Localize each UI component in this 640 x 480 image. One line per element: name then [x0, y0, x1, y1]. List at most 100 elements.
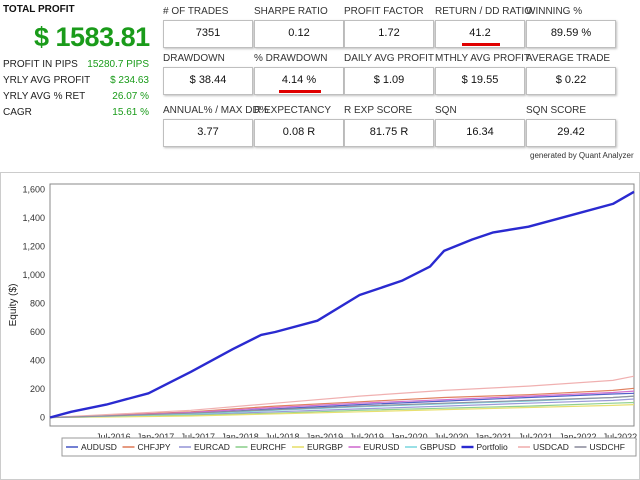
x-tick-label: Jan-2021	[475, 432, 513, 442]
metric-box: $ 38.44	[163, 67, 253, 95]
summary-row: YRLY AVG % RET 26.07 %	[3, 91, 149, 105]
x-tick-label: Jan-2017	[137, 432, 175, 442]
metric-label: ANNUAL% / MAX DD%	[163, 105, 269, 116]
summary-row-label: CAGR	[3, 107, 32, 118]
x-tick-label: Jul-2018	[265, 432, 300, 442]
metric-label: R EXP SCORE	[344, 105, 413, 116]
highlight-underline	[279, 90, 321, 93]
metric-r-exp-score: R EXP SCORE 81.75 R	[344, 103, 434, 149]
metric-sharpe: SHARPE RATIO 0.12	[254, 4, 344, 50]
summary-row: CAGR 15.61 %	[3, 107, 149, 121]
legend-label: CHFJPY	[138, 442, 171, 452]
metric-trades: # OF TRADES 7351	[163, 4, 253, 50]
x-tick-label: Jul-2021	[518, 432, 553, 442]
metric-box: $ 1.09	[344, 67, 434, 95]
series-line-eurgbp	[49, 404, 635, 419]
metric-value: 81.75 R	[369, 126, 409, 138]
metric-label: R EXPECTANCY	[254, 105, 332, 116]
legend-label: EURCHF	[251, 442, 286, 452]
metric-pct-drawdown: % DRAWDOWN 4.14 %	[254, 51, 344, 97]
metric-label: % DRAWDOWN	[254, 53, 328, 64]
metric-value: 16.34	[466, 126, 494, 138]
x-tick-label: Jan-2022	[559, 432, 597, 442]
metric-value: 4.14 %	[281, 74, 317, 86]
summary-row-value: $ 234.63	[110, 75, 149, 86]
legend-label: GBPUSD	[420, 442, 456, 452]
legend-label: EURCAD	[194, 442, 230, 452]
metric-label: PROFIT FACTOR	[344, 6, 424, 17]
metric-box: 29.42	[526, 119, 616, 147]
metric-box: 3.77	[163, 119, 253, 147]
metric-box: 81.75 R	[344, 119, 434, 147]
legend-label: USDCAD	[533, 442, 569, 452]
total-profit-label: TOTAL PROFIT	[3, 4, 75, 15]
x-tick-label: Jul-2022	[603, 432, 638, 442]
metric-label: DAILY AVG PROFIT	[344, 53, 435, 64]
y-tick-label: 1,000	[22, 270, 45, 280]
x-tick-label: Jan-2018	[221, 432, 259, 442]
x-tick-label: Jul-2020	[434, 432, 469, 442]
chart-series	[49, 190, 635, 419]
y-tick-label: 1,600	[22, 185, 45, 195]
metric-value: $ 38.44	[189, 74, 227, 86]
metric-value: 0.12	[288, 27, 310, 39]
metric-monthly-avg: MTHLY AVG PROFIT $ 19.55	[435, 51, 530, 97]
metric-value: 29.42	[557, 126, 585, 138]
summary-row: PROFIT IN PIPS 15280.7 PIPS	[3, 59, 149, 73]
metric-daily-avg: DAILY AVG PROFIT $ 1.09	[344, 51, 434, 97]
metric-box: $ 19.55	[435, 67, 525, 95]
metric-value: 7351	[195, 27, 221, 39]
metric-annual-maxdd: ANNUAL% / MAX DD% 3.77	[163, 103, 269, 149]
summary-row-value: 15280.7 PIPS	[87, 59, 149, 70]
chart-legend: AUDUSD CHFJPY EURCAD EURCHF EURGBP EURUSD GBPU…	[61, 437, 637, 457]
y-tick-label: 800	[30, 299, 45, 309]
generated-by-note: generated by Quant Analyzer	[530, 151, 634, 160]
y-tick-label: 600	[30, 327, 45, 337]
x-tick-label: Jul-2016	[96, 432, 131, 442]
metric-value: 3.77	[197, 126, 219, 138]
metric-box: 89.59 %	[526, 20, 616, 48]
metric-value: 0.08 R	[282, 126, 316, 138]
metric-label: SQN	[435, 105, 457, 116]
metric-r-expectancy: R EXPECTANCY 0.08 R	[254, 103, 344, 149]
y-tick-label: 400	[30, 356, 45, 366]
metric-label: DRAWDOWN	[163, 53, 225, 64]
series-line-usdcad	[49, 375, 635, 419]
summary-row-label: YRLY AVG PROFIT	[3, 75, 91, 86]
total-profit-value: $ 1583.81	[34, 22, 150, 52]
metric-box: $ 0.22	[526, 67, 616, 95]
series-line-portfolio	[49, 190, 635, 419]
metric-value: $ 1.09	[373, 74, 405, 86]
x-tick-label: Jan-2020	[390, 432, 428, 442]
metric-label: # OF TRADES	[163, 6, 229, 17]
metric-return-dd: RETURN / DD RATIO 41.2	[435, 4, 532, 50]
metric-label: AVERAGE TRADE	[526, 53, 611, 64]
y-tick-label: 0	[40, 412, 45, 422]
metric-value: 89.59 %	[550, 27, 592, 39]
legend-label: EURGBP	[307, 442, 343, 452]
metric-drawdown: DRAWDOWN $ 38.44	[163, 51, 253, 97]
summary-panel: TOTAL PROFIT $ 1583.81 PROFIT IN PIPS 15…	[0, 0, 152, 123]
metric-box: 16.34	[435, 119, 525, 147]
metric-box: 0.12	[254, 20, 344, 48]
highlight-underline	[462, 43, 500, 46]
metric-box: 0.08 R	[254, 119, 344, 147]
legend-label: AUDUSD	[81, 442, 117, 452]
legend-label: EURUSD	[364, 442, 400, 452]
metric-winning: WINNING % 89.59 %	[526, 4, 616, 50]
metric-label: RETURN / DD RATIO	[435, 6, 533, 17]
metric-sqn-score: SQN SCORE 29.42	[526, 103, 616, 149]
x-tick-label: Jan-2019	[306, 432, 344, 442]
metric-box: 4.14 %	[254, 67, 344, 95]
legend-label: Portfolio	[477, 442, 508, 452]
x-tick-label: Jul-2017	[180, 432, 215, 442]
metric-profit-factor: PROFIT FACTOR 1.72	[344, 4, 434, 50]
summary-row-value: 15.61 %	[112, 107, 149, 118]
summary-row-label: YRLY AVG % RET	[3, 91, 86, 102]
x-tick-label: Jul-2019	[349, 432, 384, 442]
metric-sqn: SQN 16.34	[435, 103, 525, 149]
summary-row-label: PROFIT IN PIPS	[3, 59, 78, 70]
equity-chart: 0 200 400 600 800 1,000 1,200 1,400 1,600 Jul-201…	[0, 172, 640, 480]
summary-row: YRLY AVG PROFIT $ 234.63	[3, 75, 149, 89]
metric-value: $ 19.55	[461, 74, 499, 86]
